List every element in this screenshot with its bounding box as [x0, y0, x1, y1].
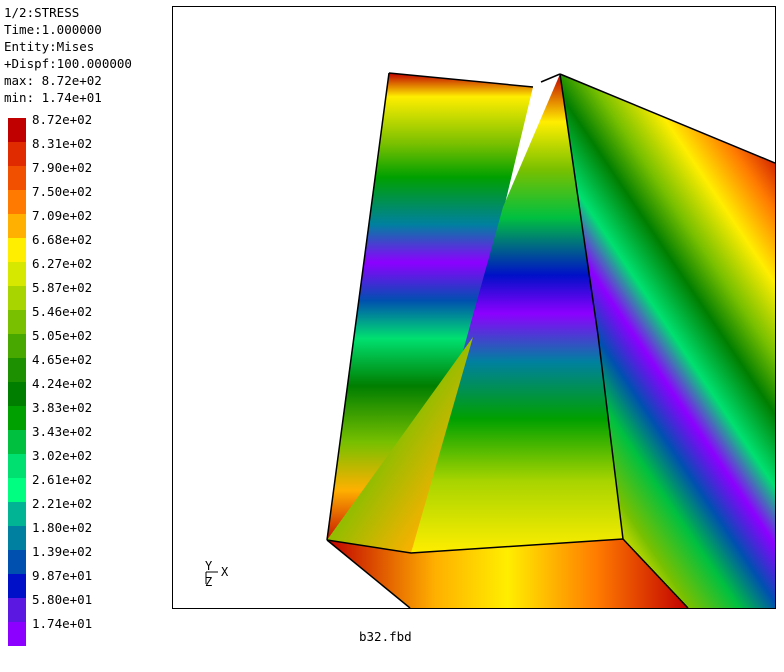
legend-entry: 6.68e+02	[8, 233, 158, 262]
legend-swatch	[8, 454, 26, 478]
legend-entry: 8.31e+02	[8, 137, 158, 166]
fem-model[interactable]	[173, 7, 775, 608]
legend-entry: 1.39e+02	[8, 545, 158, 574]
legend-value: 1.80e+02	[32, 520, 93, 535]
legend-entry: 9.87e+01	[8, 569, 158, 598]
legend-swatch	[8, 214, 26, 238]
legend-entry: 3.83e+02	[8, 401, 158, 430]
model-face-lower	[327, 337, 473, 553]
dispf-label: +Dispf:100.000000	[4, 56, 132, 71]
axis-triad-icon	[205, 571, 218, 584]
legend-value: 6.27e+02	[32, 256, 93, 271]
model-face-middle	[411, 74, 623, 553]
legend-value: 1.74e+01	[32, 616, 93, 631]
legend-entry: 1.74e+01	[8, 617, 158, 646]
legend-value: 7.50e+02	[32, 184, 93, 199]
legend-swatch	[8, 358, 26, 382]
legend-swatch	[8, 406, 26, 430]
legend-swatch	[8, 190, 26, 214]
legend-entry: 5.46e+02	[8, 305, 158, 334]
entity-label: Entity:Mises	[4, 39, 95, 54]
legend-swatch	[8, 598, 26, 622]
legend-value: 8.72e+02	[32, 112, 93, 127]
legend-swatch	[8, 334, 26, 358]
model-face-right	[560, 74, 775, 608]
legend-entry: 4.65e+02	[8, 353, 158, 382]
model-face-bottom	[327, 539, 688, 608]
legend-swatch	[8, 430, 26, 454]
model-edges	[326, 72, 775, 608]
max-label: max: 8.72e+02	[4, 73, 102, 88]
legend-entry: 3.43e+02	[8, 425, 158, 454]
legend-swatch	[8, 166, 26, 190]
legend-value: 5.87e+02	[32, 280, 93, 295]
time-label: Time:1.000000	[4, 22, 102, 37]
axis-x-label: X	[221, 565, 229, 579]
legend-value: 3.02e+02	[32, 448, 93, 463]
legend-entry: 5.87e+02	[8, 281, 158, 310]
legend-value: 3.83e+02	[32, 400, 93, 415]
legend-value: 8.31e+02	[32, 136, 93, 151]
legend-swatch	[8, 118, 26, 142]
legend-entry: 1.80e+02	[8, 521, 158, 550]
model-face-left	[327, 73, 533, 547]
legend-entry: 3.02e+02	[8, 449, 158, 478]
legend-entry: 6.27e+02	[8, 257, 158, 286]
legend-entry: 7.09e+02	[8, 209, 158, 238]
legend-value: 9.87e+01	[32, 568, 93, 583]
legend-swatch	[8, 526, 26, 550]
legend-entry: 7.90e+02	[8, 161, 158, 190]
min-label: min: 1.74e+01	[4, 90, 102, 105]
legend-value: 2.21e+02	[32, 496, 93, 511]
legend-swatch	[8, 238, 26, 262]
legend-entry: 4.24e+02	[8, 377, 158, 406]
legend-swatch	[8, 142, 26, 166]
result-header: 1/2:STRESS Time:1.000000 Entity:Mises +D…	[4, 4, 132, 106]
legend-value: 5.46e+02	[32, 304, 93, 319]
legend-value: 4.65e+02	[32, 352, 93, 367]
legend-entry: 5.05e+02	[8, 329, 158, 358]
axis-y-label: Y	[205, 559, 213, 573]
legend-swatch	[8, 382, 26, 406]
legend-value: 7.90e+02	[32, 160, 93, 175]
legend-swatch	[8, 622, 26, 646]
legend-swatch	[8, 478, 26, 502]
legend-swatch	[8, 262, 26, 286]
legend-value: 6.68e+02	[32, 232, 93, 247]
legend-value: 7.09e+02	[32, 208, 93, 223]
legend-swatch	[8, 286, 26, 310]
legend-value: 4.24e+02	[32, 376, 93, 391]
file-name-label: b32.fbd	[359, 629, 412, 644]
axis-z-label: Z	[205, 575, 213, 589]
legend-value: 2.61e+02	[32, 472, 93, 487]
dataset-label: 1/2:STRESS	[4, 5, 80, 20]
legend-swatch	[8, 574, 26, 598]
model-viewport[interactable]	[172, 6, 776, 609]
legend-entry: 5.80e+01	[8, 593, 158, 622]
legend-swatch	[8, 502, 26, 526]
legend-entry: 8.72e+02	[8, 113, 158, 142]
legend-value: 5.05e+02	[32, 328, 93, 343]
legend-value: 3.43e+02	[32, 424, 93, 439]
legend-swatch	[8, 550, 26, 574]
legend-value: 1.39e+02	[32, 544, 93, 559]
legend-swatch	[8, 310, 26, 334]
legend-entry: 2.21e+02	[8, 497, 158, 526]
legend-entry: 7.50e+02	[8, 185, 158, 214]
legend-entry: 2.61e+02	[8, 473, 158, 502]
legend-value: 5.80e+01	[32, 592, 93, 607]
